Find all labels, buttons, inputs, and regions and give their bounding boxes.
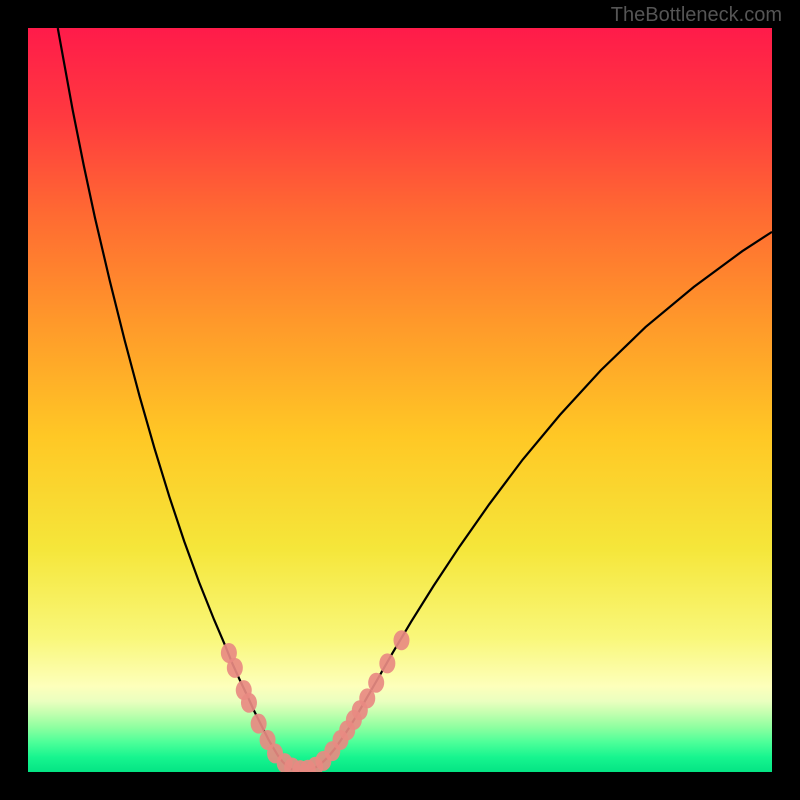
watermark-text: TheBottleneck.com <box>611 4 782 27</box>
chart-plot-area <box>28 28 772 772</box>
marker-layer <box>28 28 772 772</box>
data-marker <box>227 658 243 678</box>
data-marker <box>368 673 384 693</box>
data-marker <box>393 630 409 650</box>
data-marker <box>241 693 257 713</box>
data-marker <box>379 653 395 673</box>
data-marker <box>251 714 267 734</box>
